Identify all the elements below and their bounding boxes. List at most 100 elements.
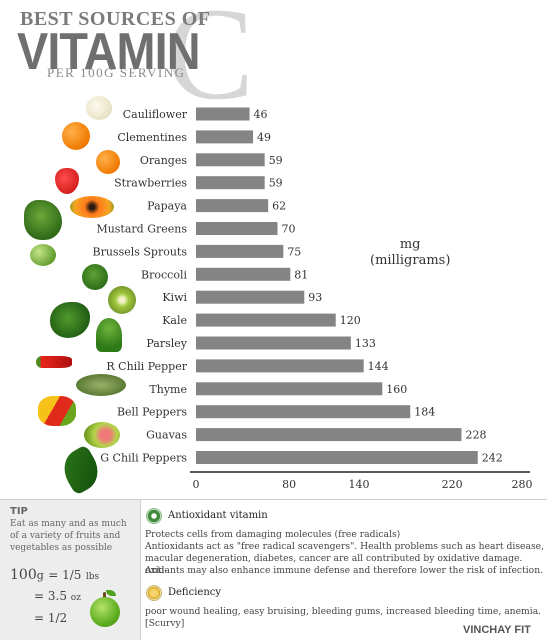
- x-tick-label: 280: [512, 478, 533, 491]
- conversion-half: = 1/2: [34, 611, 68, 625]
- category-label: Parsley: [146, 337, 187, 350]
- value-label: 133: [355, 337, 376, 350]
- bottom-divider: [0, 499, 547, 500]
- bar: [196, 130, 254, 144]
- bar: [196, 176, 265, 190]
- thyme-icon: [76, 374, 126, 396]
- value-label: 93: [308, 291, 322, 304]
- unit-label-milligrams: (milligrams): [370, 253, 451, 268]
- category-label: Papaya: [147, 200, 187, 213]
- value-label: 49: [257, 131, 271, 144]
- bar: [196, 313, 336, 327]
- category-label: Bell Peppers: [117, 406, 187, 419]
- apple-stem: [103, 592, 106, 600]
- conversion-g-unit: g: [36, 569, 44, 582]
- category-label: Strawberries: [114, 177, 187, 190]
- category-label: Broccoli: [141, 268, 187, 281]
- header-subtitle: PER 100G SERVING: [47, 65, 186, 80]
- category-label: Brussels Sprouts: [93, 245, 188, 258]
- bar: [196, 382, 383, 396]
- mustard-greens-icon: [24, 200, 62, 240]
- category-label: Clementines: [117, 131, 187, 144]
- category-label: Mustard Greens: [96, 223, 187, 236]
- antioxidant-icon: [146, 508, 162, 524]
- value-label: 81: [294, 268, 308, 281]
- bar: [196, 405, 411, 419]
- x-tick-label: 80: [282, 478, 296, 491]
- unit-label: mg (milligrams): [370, 237, 450, 269]
- brussels-sprouts-icon: [30, 244, 56, 266]
- value-label: 62: [272, 200, 286, 213]
- conversion-row-2: = 3.5 oz: [34, 589, 81, 603]
- value-label: 59: [269, 177, 283, 190]
- conversion-row-3: = 1/2: [34, 611, 67, 625]
- conversion-row-1: 100g = 1/5 lbs: [10, 567, 99, 583]
- bell-pepper-icon: [38, 396, 76, 426]
- bar: [196, 222, 278, 235]
- kale-icon: [50, 302, 90, 338]
- conversion-oz-value: = 3.5: [34, 589, 67, 603]
- papaya-icon: [70, 196, 114, 218]
- value-label: 160: [386, 383, 407, 396]
- guava-icon: [84, 422, 120, 448]
- value-label: 228: [465, 429, 486, 442]
- value-label: 70: [282, 223, 296, 236]
- bar: [196, 244, 284, 258]
- deficiency-line-2: [Scurvy]: [145, 618, 185, 629]
- category-label: Thyme: [149, 383, 187, 396]
- bar: [196, 153, 265, 167]
- deficiency-title: Deficiency: [168, 587, 222, 598]
- bar: [196, 359, 364, 373]
- header-big-c: C: [166, 0, 255, 127]
- category-label: Kiwi: [162, 291, 187, 304]
- brand-label: VINCHAY FIT: [463, 624, 531, 636]
- header-title: VITAMIN: [17, 23, 201, 81]
- antioxidant-line-4: oxidants may also enhance immune defense…: [145, 565, 544, 576]
- value-label: 120: [340, 314, 361, 327]
- value-label: 242: [482, 452, 503, 465]
- conversion-oz-unit: oz: [70, 593, 81, 603]
- conversion-100: 100: [10, 567, 37, 583]
- antioxidant-title: Antioxidant vitamin: [168, 510, 268, 521]
- tip-title: TIP: [10, 506, 28, 517]
- conversion-lbs-unit: lbs: [85, 572, 100, 582]
- bar: [196, 290, 305, 304]
- deficiency-line-1: poor wound healing, easy bruising, bleed…: [145, 606, 542, 617]
- unit-label-mg: mg: [399, 237, 421, 252]
- antioxidant-line-3: macular degeneration, diabetes, cancer a…: [145, 553, 523, 576]
- category-label: Oranges: [140, 154, 187, 167]
- bar: [196, 267, 291, 281]
- deficiency-icon: [146, 585, 162, 601]
- conversion-fifth: = 1/5: [48, 568, 82, 582]
- broccoli-icon: [82, 264, 108, 290]
- value-label: 144: [368, 360, 389, 373]
- red-chili-icon: [36, 356, 72, 368]
- clementine-icon: [62, 122, 90, 150]
- bar: [196, 336, 351, 350]
- apple-leaf: [106, 590, 116, 596]
- apple-icon: [90, 597, 120, 627]
- category-label: R Chili Pepper: [106, 360, 187, 373]
- value-label: 59: [269, 154, 283, 167]
- bar: [196, 107, 250, 121]
- category-label: Cauliflower: [123, 108, 188, 121]
- cauliflower-icon: [86, 96, 112, 120]
- x-tick-label: 140: [349, 478, 370, 491]
- kiwi-icon: [108, 286, 136, 314]
- parsley-icon: [96, 318, 122, 352]
- vitamin-c-bar-chart: Cauliflower 46 Clementines 49 Oranges 59 Straw…: [93, 107, 533, 491]
- value-label: 184: [414, 406, 435, 419]
- value-label: 46: [254, 108, 268, 121]
- panel-divider: [140, 500, 141, 640]
- orange-icon: [96, 150, 120, 174]
- category-label: G Chili Peppers: [100, 452, 187, 465]
- category-label: Guavas: [146, 429, 187, 442]
- tip-text: Eat as many and as much of a variety of …: [10, 519, 127, 553]
- antioxidant-line-1: Protects cells from damaging molecules (…: [145, 529, 401, 540]
- bar: [196, 428, 462, 442]
- bar: [196, 199, 269, 213]
- header-line1: BEST SOURCES OF: [20, 8, 211, 30]
- value-label: 75: [287, 245, 301, 258]
- strawberry-icon: [55, 168, 79, 194]
- x-tick-label: 220: [442, 478, 463, 491]
